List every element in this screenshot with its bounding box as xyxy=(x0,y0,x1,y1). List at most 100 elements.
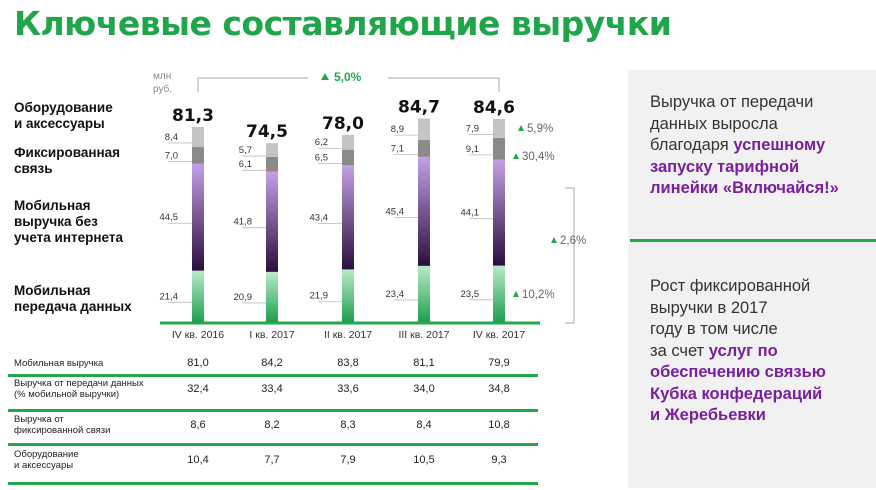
table-cell: 8,2 xyxy=(264,419,280,431)
table-row-label: Выручка от фиксированной связи xyxy=(14,414,110,436)
table-row-label-line: и аксессуары xyxy=(14,460,74,471)
table-row-label-line: Выручка от xyxy=(14,414,64,425)
row-label-line: и аксессуары xyxy=(14,116,105,131)
table-separator xyxy=(8,409,538,412)
panel-highlight: услуг по xyxy=(708,341,778,360)
table-row-label-line: (% мобильной выручки) xyxy=(14,389,120,400)
table-cell: 10,4 xyxy=(187,454,209,466)
bar-segment xyxy=(418,265,430,322)
bar-segment xyxy=(192,147,204,164)
bar-segment xyxy=(192,163,204,271)
panel-highlight: успешному xyxy=(733,136,826,154)
total-label: 81,3 xyxy=(172,106,214,126)
table-cell: 9,3 xyxy=(491,454,507,466)
unit-line: млн xyxy=(153,71,172,82)
table-cell: 79,9 xyxy=(488,357,510,369)
up-arrow-icon xyxy=(321,73,329,80)
table-cell: 33,4 xyxy=(261,383,283,395)
total-label: 84,7 xyxy=(398,97,440,117)
panel-text-fixed-growth: Рост фиксированной выручки в 2017 году в т… xyxy=(650,276,826,427)
unit-line: руб. xyxy=(153,84,173,95)
data-label: 9,1 xyxy=(466,144,479,155)
bar-segment xyxy=(266,143,278,157)
up-arrow-icon xyxy=(551,237,557,243)
growth-label-mobile: 2,6% xyxy=(560,235,586,247)
data-label: 44,1 xyxy=(461,208,480,219)
panel-line: за счет услуг по xyxy=(650,341,778,360)
row-label-line: выручка без xyxy=(14,214,98,229)
row-label-line: учета интернета xyxy=(14,230,123,245)
growth-label-fixed: 30,4% xyxy=(522,151,555,163)
table-cell: 32,4 xyxy=(187,383,209,395)
data-label: 8,9 xyxy=(391,124,404,135)
data-label: 5,7 xyxy=(239,145,252,156)
bar-segment xyxy=(266,271,278,322)
bar-segment xyxy=(493,265,505,322)
row-label-line: Фиксированная xyxy=(14,145,121,160)
data-label: 7,1 xyxy=(391,143,404,154)
table-row-label: Выручка от передачи данных (% мобильной в… xyxy=(14,378,144,400)
panel-line: обеспечению связью xyxy=(650,362,826,384)
data-label: 7,0 xyxy=(165,150,178,161)
category-label: III кв. 2017 xyxy=(398,329,449,341)
category-label: IV кв. 2016 xyxy=(172,329,224,341)
panel-highlight: линейки «Включайся!» xyxy=(650,179,839,197)
data-label: 41,8 xyxy=(234,217,253,228)
unit-label: млн руб. xyxy=(153,70,172,96)
growth-label-top: 5,0% xyxy=(334,70,362,84)
table-cell: 84,2 xyxy=(261,357,283,369)
bar-segment xyxy=(418,118,430,140)
category-label: II кв. 2017 xyxy=(324,329,372,341)
up-arrow-icon xyxy=(513,291,519,297)
bar-segment xyxy=(418,139,430,157)
up-arrow-icon xyxy=(518,125,524,131)
total-label: 84,6 xyxy=(473,98,515,118)
row-label-line: Оборудование xyxy=(14,100,113,115)
page-title: Ключевые составляющие выручки xyxy=(14,4,672,43)
bar-segment xyxy=(342,165,354,270)
table-row-label: Мобильная выручка xyxy=(14,358,103,369)
panel-line: данных выросла xyxy=(650,114,778,133)
growth-bracket-mobile xyxy=(565,187,575,324)
panel-line: линейки «Включайся!» xyxy=(650,178,839,200)
data-label: 6,5 xyxy=(315,152,328,163)
row-label-line: передача данных xyxy=(14,299,132,314)
table-row-label-line: Выручка от передачи данных xyxy=(14,378,144,389)
panel-line: и Жеребьевки xyxy=(650,405,826,427)
revenue-chart: 21,4 44,5 7,0 8,4 81,3 IV кв. 2016 20,9 41,8 6,1… xyxy=(160,70,586,341)
table-cell: 83,8 xyxy=(337,357,359,369)
panel-divider xyxy=(630,239,876,242)
panel-line: выручки в 2017 xyxy=(650,298,768,317)
category-label: IV кв. 2017 xyxy=(473,329,525,341)
row-label-line: связь xyxy=(14,161,53,176)
data-label: 21,9 xyxy=(310,291,329,302)
table-row-label-line: фиксированной связи xyxy=(14,425,111,436)
bar-segment xyxy=(418,156,430,266)
row-label-mobile-no-internet: Мобильная выручка без учета интернета xyxy=(14,198,123,246)
data-label: 6,2 xyxy=(315,137,328,148)
data-label: 23,5 xyxy=(461,289,480,300)
row-label-line: Мобильная xyxy=(14,283,91,298)
panel-line: году в том числе xyxy=(650,320,778,338)
panel-highlight: запуску тарифной xyxy=(650,157,800,176)
table-cell: 8,6 xyxy=(190,419,206,431)
total-label: 78,0 xyxy=(322,114,364,134)
data-label: 23,4 xyxy=(386,289,405,300)
panel-highlight: Кубка конфедераций xyxy=(650,384,823,403)
table-cell: 7,7 xyxy=(264,454,280,466)
table-cell: 7,9 xyxy=(340,454,356,466)
bar-segment xyxy=(192,270,204,322)
table-cell: 8,4 xyxy=(416,419,432,431)
table-cell: 34,8 xyxy=(488,383,510,395)
up-arrow-icon xyxy=(513,153,519,159)
growth-label-data: 10,2% xyxy=(522,289,555,301)
table-row-label: Оборудование и аксессуары xyxy=(14,449,79,471)
bar-segment xyxy=(266,171,278,272)
table-cell: 81,1 xyxy=(413,357,435,369)
data-label: 20,9 xyxy=(234,292,253,303)
data-label: 7,9 xyxy=(466,123,479,134)
bar-segment xyxy=(493,159,505,266)
panel-line: запуску тарифной xyxy=(650,157,839,179)
info-panel xyxy=(628,70,876,488)
data-label: 44,5 xyxy=(160,212,179,223)
